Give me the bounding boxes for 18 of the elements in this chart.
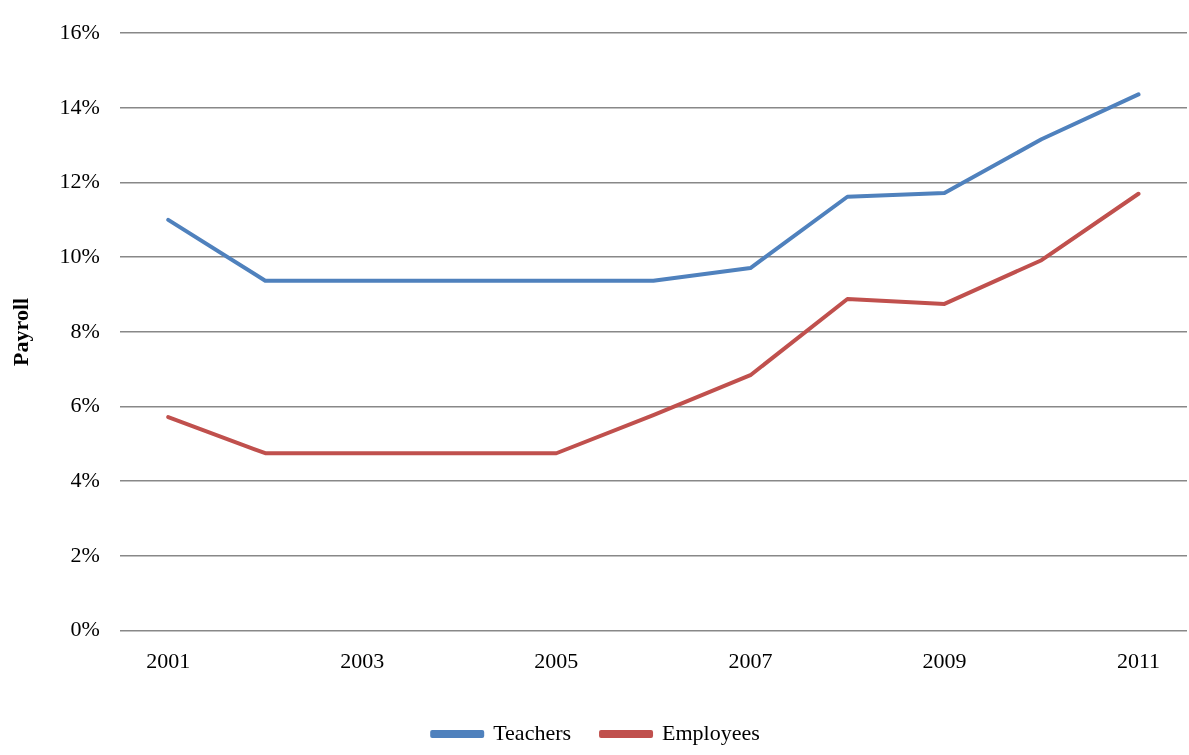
x-tick-label: 2005 (534, 647, 579, 673)
x-tick-label: 2001 (146, 647, 191, 673)
y-tick-label: 8% (70, 317, 100, 343)
y-tick-label: 2% (70, 541, 100, 567)
y-tick-label: 10% (59, 243, 100, 269)
y-tick-label: 4% (70, 467, 100, 493)
y-tick-label: 6% (70, 392, 100, 418)
y-tick-label: 0% (70, 616, 100, 642)
y-tick-label: 16% (59, 18, 100, 44)
x-tick-label: 2003 (340, 647, 385, 673)
x-tick-label: 2011 (1116, 647, 1161, 673)
legend-label: Employees (662, 719, 760, 745)
x-tick-label: 2009 (922, 647, 967, 673)
y-tick-label: 14% (59, 93, 100, 119)
y-axis-title: Payroll (7, 297, 33, 366)
y-tick-label: 12% (59, 168, 100, 194)
legend-label: Teachers (493, 719, 572, 745)
x-tick-label: 2007 (728, 647, 773, 673)
